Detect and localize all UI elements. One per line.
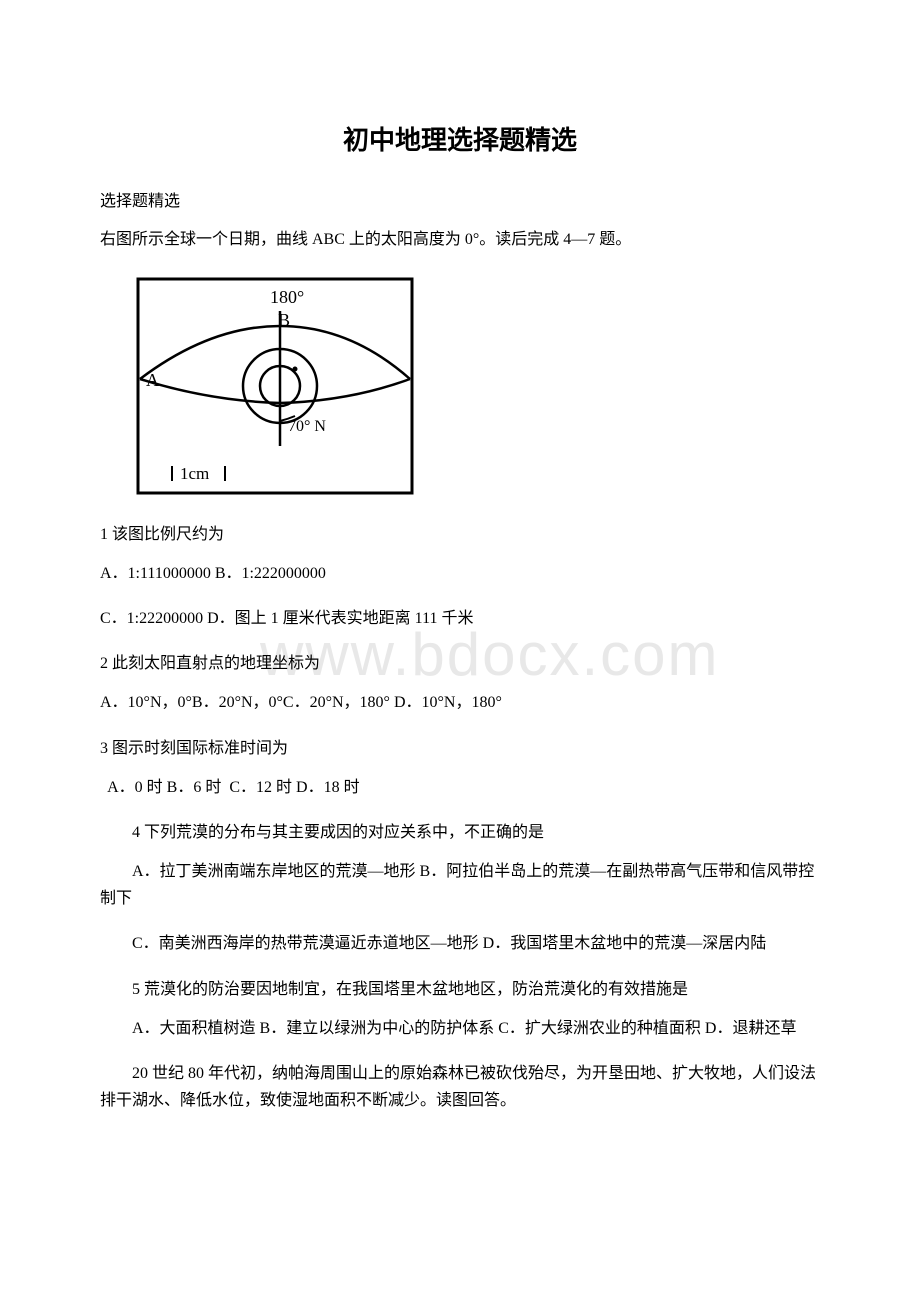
label-a: A xyxy=(146,370,159,390)
q3-opts: A．0 时 B．6 时 C．12 时 D．18 时 xyxy=(100,774,820,801)
q4-opts-b: C．南美洲西海岸的热带荒漠逼近赤道地区—地形 D．我国塔里木盆地中的荒漠—深居内… xyxy=(100,930,820,957)
label-70n: 70° N xyxy=(288,418,326,435)
label-180: 180° xyxy=(270,287,304,307)
q1-opts-b: C．1:22200000 D．图上 1 厘米代表实地距离 111 千米 xyxy=(100,605,820,632)
q2-opts: A．10°N，0°B．20°N，0°C．20°N，180° D．10°N，180… xyxy=(100,689,820,716)
section-subtitle: 选择题精选 xyxy=(100,187,820,211)
q2-text: 2 此刻太阳直射点的地理坐标为 xyxy=(100,650,820,677)
intro-text: 右图所示全球一个日期，曲线 ABC 上的太阳高度为 0°。读后完成 4—7 题。 xyxy=(100,227,820,253)
q5-text: 5 荒漠化的防治要因地制宜，在我国塔里木盆地地区，防治荒漠化的有效措施是 xyxy=(100,976,820,1003)
label-scale: 1cm xyxy=(180,464,209,483)
q5-opts: A．大面积植树造 B．建立以绿洲为中心的防护体系 C．扩大绿洲农业的种植面积 D… xyxy=(100,1015,820,1042)
map-diagram: 180° B A 70° N 1cm xyxy=(130,271,420,501)
passage-text: 20 世纪 80 年代初，纳帕海周围山上的原始森林已被砍伐殆尽，为开垦田地、扩大… xyxy=(100,1060,820,1114)
q4-opts-a: A．拉丁美洲南端东岸地区的荒漠—地形 B．阿拉伯半岛上的荒漠—在副热带高气压带和… xyxy=(100,858,820,912)
q3-text: 3 图示时刻国际标准时间为 xyxy=(100,735,820,762)
q1-text: 1 该图比例尺约为 xyxy=(100,521,820,548)
q4-text: 4 下列荒漠的分布与其主要成因的对应关系中，不正确的是 xyxy=(100,819,820,846)
q1-opts-a: A．1:111000000 B．1:222000000 xyxy=(100,560,820,587)
page-title: 初中地理选择题精选 xyxy=(100,120,820,157)
diagram-svg: 180° B A 70° N 1cm xyxy=(130,271,420,501)
